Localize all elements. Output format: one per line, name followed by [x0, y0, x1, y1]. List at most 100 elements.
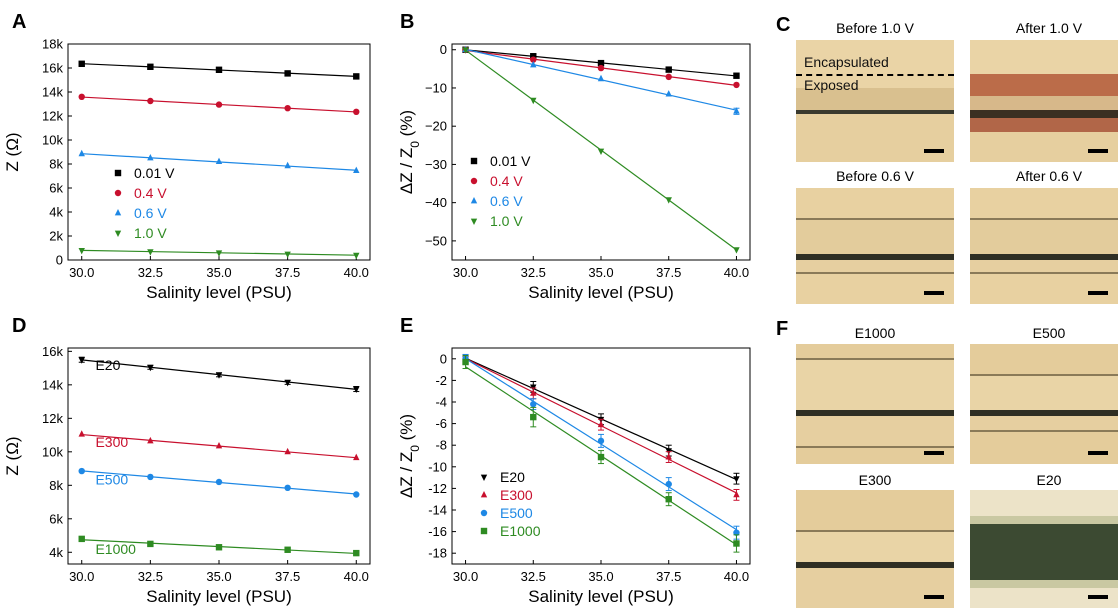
- data-point: [530, 97, 537, 105]
- legend-entry: E300: [500, 487, 533, 503]
- data-point: [284, 70, 291, 77]
- data-point: [597, 59, 605, 67]
- y-tick-label: 8k: [49, 157, 63, 172]
- scale-bar: [924, 149, 944, 153]
- data-point: [665, 90, 672, 97]
- data-point: [597, 148, 605, 156]
- y-tick-label: 16k: [42, 344, 63, 359]
- data-point: [284, 447, 291, 455]
- micrograph-e20: [970, 490, 1118, 608]
- data-point: [353, 386, 360, 394]
- y-tick-label: -2: [435, 373, 447, 388]
- data-point: [470, 157, 478, 165]
- micrograph-before-1v: Encapsulated Exposed: [796, 40, 954, 162]
- series-label: E1000: [95, 541, 136, 557]
- y-tick-label: 2k: [49, 229, 63, 244]
- series-1-0-v: [78, 248, 360, 260]
- y-axis-label: Z (Ω): [3, 132, 22, 171]
- y-tick-label: −30: [425, 157, 447, 172]
- data-point: [665, 66, 672, 73]
- legend-entry: E1000: [500, 523, 541, 539]
- data-point: [215, 441, 223, 449]
- micrograph-e500: [970, 344, 1118, 464]
- data-point: [480, 491, 488, 498]
- photo-title: E20: [1036, 472, 1062, 488]
- y-tick-label: 4k: [49, 545, 63, 560]
- data-point: [480, 474, 488, 481]
- data-point: [733, 72, 740, 79]
- series-label: E300: [95, 434, 128, 450]
- y-tick-label: 0: [56, 253, 63, 268]
- photo-title: E300: [858, 472, 892, 488]
- y-tick-label: -10: [428, 459, 447, 474]
- panel-letter: A: [12, 11, 26, 33]
- data-point: [147, 97, 154, 105]
- data-point: [733, 107, 740, 114]
- photo-title: E1000: [854, 325, 896, 341]
- series-0-01-v: [462, 46, 740, 79]
- y-axis-label: ΔZ / Z0 (%): [397, 110, 422, 194]
- data-point: [78, 467, 85, 475]
- overlay-label: Encapsulated: [804, 54, 889, 70]
- data-point: [480, 509, 488, 517]
- y-tick-label: 0: [440, 42, 447, 57]
- panel-letter: B: [400, 11, 414, 33]
- x-tick-label: 30.0: [69, 569, 94, 584]
- data-point: [215, 66, 223, 73]
- x-tick-label: 37.5: [275, 569, 300, 584]
- x-tick-label: 40.0: [724, 265, 749, 280]
- data-point: [597, 437, 605, 445]
- data-point: [733, 247, 740, 254]
- micrograph-e1000: [796, 344, 954, 464]
- x-tick-label: 32.5: [138, 569, 163, 584]
- y-axis-label-sub: 0: [408, 141, 422, 148]
- data-point: [215, 101, 223, 108]
- data-point: [597, 420, 605, 428]
- x-axis-label: Salinity level (PSU): [146, 587, 292, 606]
- data-point: [147, 364, 154, 372]
- data-point: [470, 177, 478, 185]
- y-axis-label-unit: (%): [397, 414, 416, 445]
- data-point: [470, 218, 478, 225]
- series-label: E500: [95, 471, 128, 487]
- data-point: [353, 166, 360, 173]
- chart-panel-d: D 30.0 32.5 35.0 37.5 40.0 4k 6k 8k 10k 12k 14k 16k S…: [3, 315, 371, 606]
- micrograph-before-06v: [796, 188, 954, 304]
- data-point: [733, 81, 740, 89]
- data-point: [353, 491, 360, 498]
- x-axis-label: Salinity level (PSU): [528, 587, 674, 606]
- y-tick-label: −10: [425, 80, 447, 95]
- data-point: [733, 490, 740, 498]
- data-point: [215, 544, 223, 551]
- series-e500: [78, 467, 360, 498]
- y-tick-label: -18: [428, 546, 447, 561]
- data-point: [665, 197, 672, 204]
- legend: 0.01 V 0.4 V 0.6 V 1.0 V: [114, 165, 175, 241]
- data-point: [114, 230, 122, 237]
- scale-bar: [1088, 149, 1108, 153]
- x-axis-label: Salinity level (PSU): [146, 283, 292, 302]
- data-point: [530, 413, 537, 421]
- legend-entry: 1.0 V: [134, 225, 167, 241]
- data-point: [284, 161, 291, 169]
- data-point: [733, 540, 740, 547]
- y-axis-label-sub: 0: [408, 445, 422, 452]
- scale-bar: [924, 451, 944, 455]
- data-point: [597, 64, 605, 72]
- legend-entry: 0.6 V: [134, 205, 167, 221]
- data-point: [78, 93, 85, 101]
- data-point: [147, 540, 154, 548]
- series-e1000: [462, 355, 740, 553]
- x-axis-label: Salinity level (PSU): [528, 283, 674, 302]
- data-point: [480, 527, 488, 535]
- data-point: [530, 389, 537, 396]
- scale-bar: [1088, 595, 1108, 599]
- y-axis-label-main: ΔZ / Z: [397, 452, 416, 498]
- data-point: [215, 372, 223, 379]
- panel-letter-f: F: [776, 318, 789, 340]
- legend-entry: 0.4 V: [490, 173, 523, 189]
- x-tick-label: 35.0: [588, 265, 613, 280]
- data-point: [78, 60, 85, 67]
- y-tick-label: 16k: [42, 61, 63, 76]
